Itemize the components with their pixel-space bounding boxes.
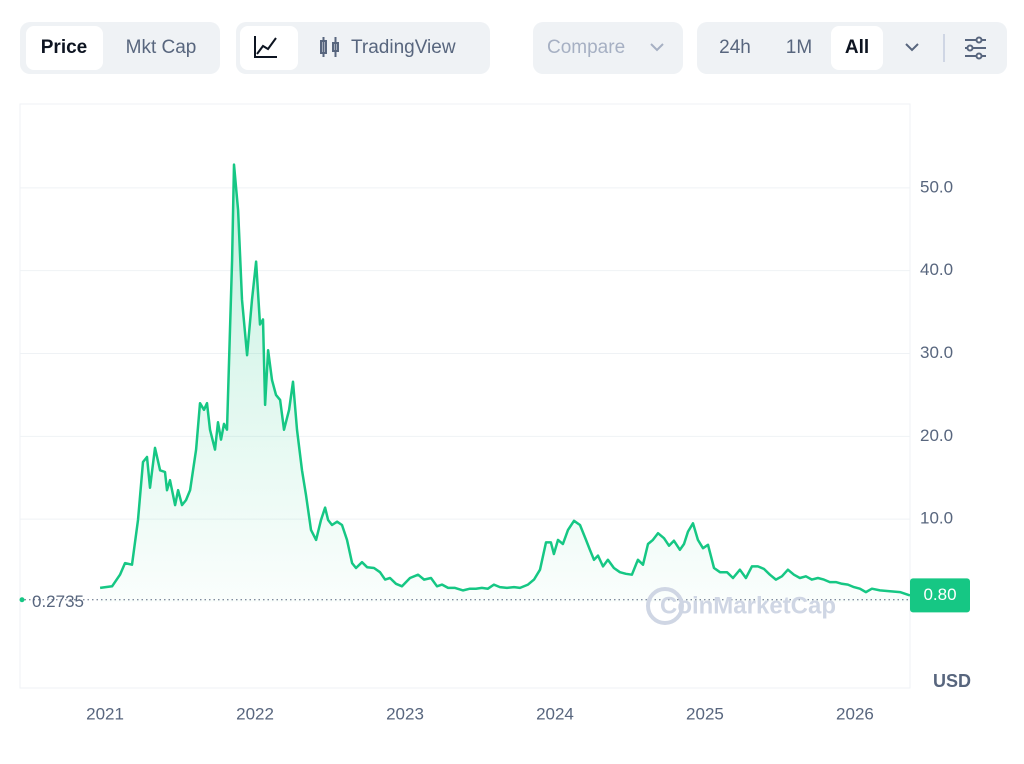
active-range[interactable] xyxy=(831,26,883,70)
chevron xyxy=(650,43,664,52)
area xyxy=(100,164,910,602)
baseline-dot xyxy=(19,597,25,603)
compare-label: Compare xyxy=(547,37,625,58)
plot-frame xyxy=(19,103,911,689)
price-badge xyxy=(910,578,970,613)
tradingview-button[interactable]: TradingView xyxy=(351,37,456,58)
y-tick-label: 50.0 xyxy=(920,177,953,196)
x-tick-label: 2026 xyxy=(836,704,874,723)
compare-button[interactable] xyxy=(533,22,683,74)
x-tick-label: 2021 xyxy=(86,704,124,723)
line-icon xyxy=(254,36,277,58)
range-1m[interactable]: 1M xyxy=(786,37,812,58)
watermark-logo xyxy=(646,587,684,625)
price-tab[interactable]: Price xyxy=(41,37,87,58)
y-tick-label: 40.0 xyxy=(920,260,953,279)
y-tick-label: 30.0 xyxy=(920,343,953,362)
candle-icon xyxy=(320,37,339,57)
mktcap-tab[interactable]: Mkt Cap xyxy=(126,37,197,58)
settings-icon[interactable] xyxy=(965,36,986,60)
x-tick-label: 2025 xyxy=(686,704,724,723)
plot: 10.0 20.0 30.0 40.0 50.0 2021 2022 2023 2024 2025… xyxy=(19,163,970,723)
x-tick-label: 2023 xyxy=(386,704,424,723)
price-line xyxy=(99,163,911,597)
baseline-label: 0.2735 xyxy=(32,592,84,611)
chart-tool-toggle xyxy=(236,22,490,74)
range-24h[interactable]: 24h xyxy=(719,37,751,58)
range-all[interactable]: All xyxy=(845,37,869,58)
watermark: CoinMarketCap xyxy=(660,592,836,619)
currency-label: USD xyxy=(933,671,971,691)
y-tick-label: 20.0 xyxy=(920,426,953,445)
x-tick-label: 2022 xyxy=(236,704,274,723)
price-badge-label: 0.80 xyxy=(923,585,956,604)
x-tick-label: 2024 xyxy=(536,704,574,723)
y-tick-label: 10.0 xyxy=(920,509,953,528)
active-tab[interactable] xyxy=(26,26,103,70)
range-chevron[interactable] xyxy=(905,43,919,52)
